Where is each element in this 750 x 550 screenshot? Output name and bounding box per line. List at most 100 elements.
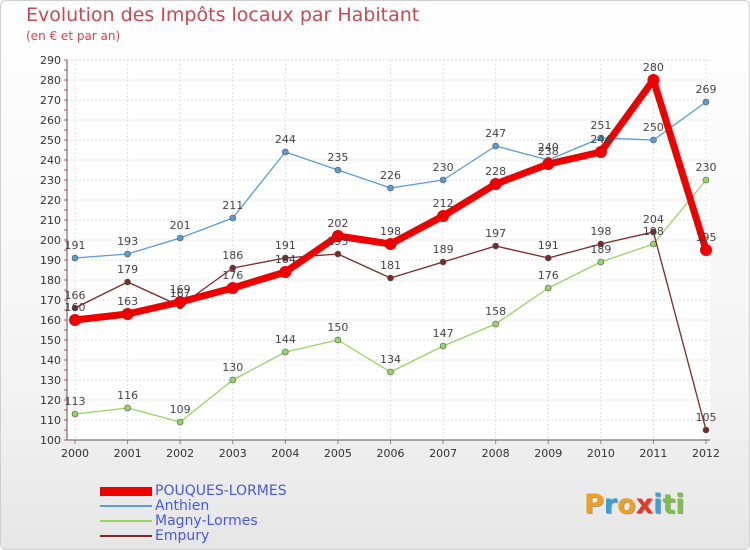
y-tick-label: 210 bbox=[40, 214, 61, 227]
data-point-empury bbox=[282, 254, 289, 262]
data-label-anthien: 250 bbox=[643, 121, 664, 134]
data-point-pouques-lormes bbox=[279, 266, 292, 278]
data-point-anthien bbox=[597, 134, 605, 142]
data-point-magny-lormes bbox=[702, 176, 710, 184]
y-tick-label: 290 bbox=[40, 54, 61, 67]
data-point-pouques-lormes bbox=[174, 296, 187, 308]
data-point-pouques-lormes bbox=[647, 74, 660, 86]
data-point-magny-lormes bbox=[439, 342, 447, 350]
data-label-magny-lormes: 147 bbox=[433, 327, 454, 340]
data-label-magny-lormes: 134 bbox=[380, 353, 401, 366]
data-label-pouques-lormes: 160 bbox=[65, 301, 86, 314]
data-point-empury bbox=[492, 242, 499, 250]
data-label-magny-lormes: 116 bbox=[117, 389, 138, 402]
data-label-pouques-lormes: 176 bbox=[222, 269, 243, 282]
data-label-pouques-lormes: 202 bbox=[327, 217, 348, 230]
x-tick-label: 2011 bbox=[639, 447, 667, 460]
logo-letter: o bbox=[617, 489, 636, 520]
x-tick-label: 2008 bbox=[482, 447, 510, 460]
data-label-anthien: 247 bbox=[485, 127, 506, 140]
logo-letter: r bbox=[603, 489, 618, 520]
data-label-anthien: 230 bbox=[433, 161, 454, 174]
data-point-empury bbox=[597, 240, 605, 248]
y-tick-label: 110 bbox=[40, 414, 61, 427]
data-label-empury: 105 bbox=[696, 411, 717, 424]
data-label-empury: 197 bbox=[485, 227, 506, 240]
data-label-empury: 198 bbox=[590, 225, 611, 238]
data-label-magny-lormes: 198 bbox=[643, 225, 664, 238]
data-point-magny-lormes bbox=[544, 284, 552, 292]
y-tick-label: 190 bbox=[40, 254, 61, 267]
x-tick-label: 2012 bbox=[692, 447, 720, 460]
data-point-magny-lormes bbox=[282, 348, 289, 356]
data-point-pouques-lormes bbox=[226, 282, 239, 294]
data-point-empury bbox=[334, 250, 342, 258]
data-point-pouques-lormes bbox=[489, 178, 502, 190]
legend-swatch bbox=[100, 535, 152, 537]
data-label-pouques-lormes: 228 bbox=[485, 165, 506, 178]
data-point-empury bbox=[387, 274, 394, 282]
data-label-magny-lormes: 189 bbox=[590, 243, 611, 256]
data-label-empury: 179 bbox=[117, 263, 138, 276]
data-label-empury: 204 bbox=[643, 213, 664, 226]
logo-letter: i bbox=[653, 489, 663, 520]
data-point-empury bbox=[439, 258, 447, 266]
data-point-anthien bbox=[176, 234, 184, 242]
data-point-empury bbox=[544, 254, 552, 262]
y-tick-label: 240 bbox=[40, 154, 61, 167]
data-point-anthien bbox=[650, 136, 657, 144]
data-point-magny-lormes bbox=[229, 376, 237, 384]
y-tick-label: 100 bbox=[40, 434, 61, 447]
data-label-anthien: 193 bbox=[117, 235, 138, 248]
x-tick-label: 2000 bbox=[61, 447, 89, 460]
data-point-magny-lormes bbox=[124, 404, 131, 412]
data-label-pouques-lormes: 244 bbox=[590, 133, 611, 146]
data-point-anthien bbox=[387, 184, 394, 192]
y-tick-label: 130 bbox=[40, 374, 61, 387]
data-point-magny-lormes bbox=[176, 418, 184, 426]
y-tick-label: 150 bbox=[40, 334, 61, 347]
x-tick-label: 2010 bbox=[587, 447, 615, 460]
data-label-anthien: 191 bbox=[65, 239, 86, 252]
data-point-pouques-lormes bbox=[594, 146, 607, 158]
data-label-anthien: 201 bbox=[170, 219, 191, 232]
data-point-anthien bbox=[334, 166, 342, 174]
legend-label: POUQUES-LORMES bbox=[155, 483, 287, 499]
y-tick-label: 220 bbox=[40, 194, 61, 207]
data-point-pouques-lormes bbox=[331, 230, 344, 242]
y-tick-label: 140 bbox=[40, 354, 61, 367]
data-point-anthien bbox=[492, 142, 499, 150]
data-label-magny-lormes: 130 bbox=[222, 361, 243, 374]
data-point-anthien bbox=[229, 214, 237, 222]
data-point-empury bbox=[124, 278, 131, 286]
x-tick-label: 2009 bbox=[534, 447, 562, 460]
data-point-pouques-lormes bbox=[700, 244, 712, 256]
legend-swatch bbox=[100, 486, 152, 496]
data-point-anthien bbox=[702, 98, 710, 106]
y-tick-label: 180 bbox=[40, 274, 61, 287]
y-tick-label: 160 bbox=[40, 314, 61, 327]
x-tick-label: 2002 bbox=[166, 447, 194, 460]
data-label-empury: 181 bbox=[380, 259, 401, 272]
logo-letter: t bbox=[662, 489, 676, 520]
logo-letter: P bbox=[584, 489, 604, 520]
x-tick-label: 2001 bbox=[114, 447, 142, 460]
data-point-anthien bbox=[439, 176, 447, 184]
data-label-anthien: 240 bbox=[538, 141, 559, 154]
data-point-anthien bbox=[282, 148, 289, 156]
data-point-anthien bbox=[71, 254, 79, 262]
y-tick-label: 280 bbox=[40, 74, 61, 87]
data-label-anthien: 211 bbox=[222, 199, 243, 212]
data-label-pouques-lormes: 163 bbox=[117, 295, 138, 308]
y-tick-label: 250 bbox=[40, 134, 61, 147]
proxiti-logo: Proxiti bbox=[584, 489, 685, 520]
y-tick-label: 260 bbox=[40, 114, 61, 127]
logo-letter: i bbox=[675, 489, 685, 520]
x-tick-label: 2004 bbox=[271, 447, 299, 460]
data-point-magny-lormes bbox=[492, 320, 499, 328]
chart-title: Evolution des Impôts locaux par Habitant bbox=[26, 4, 420, 26]
logo-letter: x bbox=[635, 489, 654, 520]
data-label-empury: 191 bbox=[538, 239, 559, 252]
data-label-pouques-lormes: 198 bbox=[380, 225, 401, 238]
